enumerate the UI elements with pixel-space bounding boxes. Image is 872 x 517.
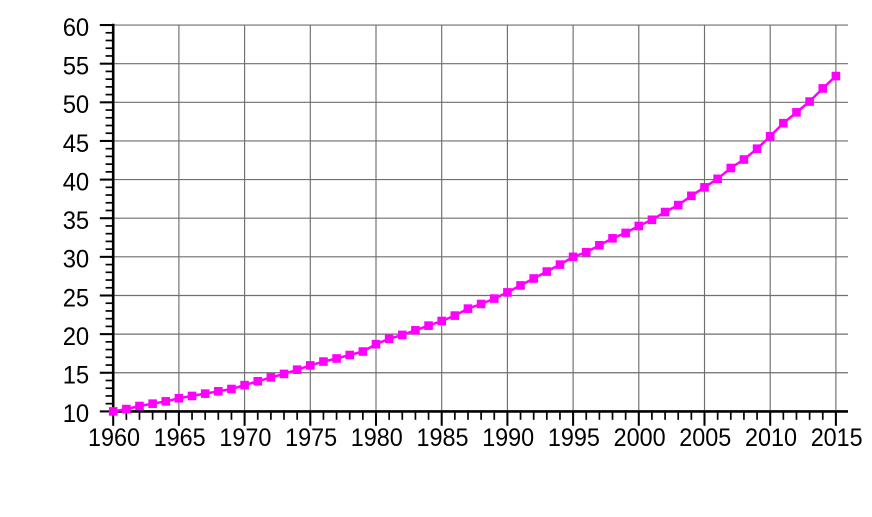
svg-text:20: 20	[63, 323, 90, 351]
svg-text:2005: 2005	[679, 424, 731, 452]
svg-text:40: 40	[63, 168, 90, 196]
svg-text:2000: 2000	[614, 424, 666, 452]
svg-text:1975: 1975	[285, 424, 337, 452]
svg-text:35: 35	[63, 207, 90, 235]
svg-text:60: 60	[63, 14, 90, 42]
svg-text:50: 50	[63, 91, 90, 119]
svg-text:55: 55	[63, 53, 90, 81]
svg-text:2015: 2015	[811, 424, 863, 452]
svg-text:1985: 1985	[417, 424, 469, 452]
svg-text:1990: 1990	[482, 424, 534, 452]
svg-text:1960: 1960	[88, 424, 140, 452]
svg-text:2010: 2010	[745, 424, 797, 452]
svg-text:15: 15	[63, 362, 90, 390]
svg-text:10: 10	[63, 400, 90, 428]
svg-text:1970: 1970	[219, 424, 271, 452]
svg-text:25: 25	[63, 284, 90, 312]
svg-text:1965: 1965	[154, 424, 206, 452]
svg-text:1995: 1995	[548, 424, 600, 452]
svg-text:30: 30	[63, 246, 90, 274]
svg-text:1980: 1980	[351, 424, 403, 452]
svg-text:45: 45	[63, 130, 90, 158]
